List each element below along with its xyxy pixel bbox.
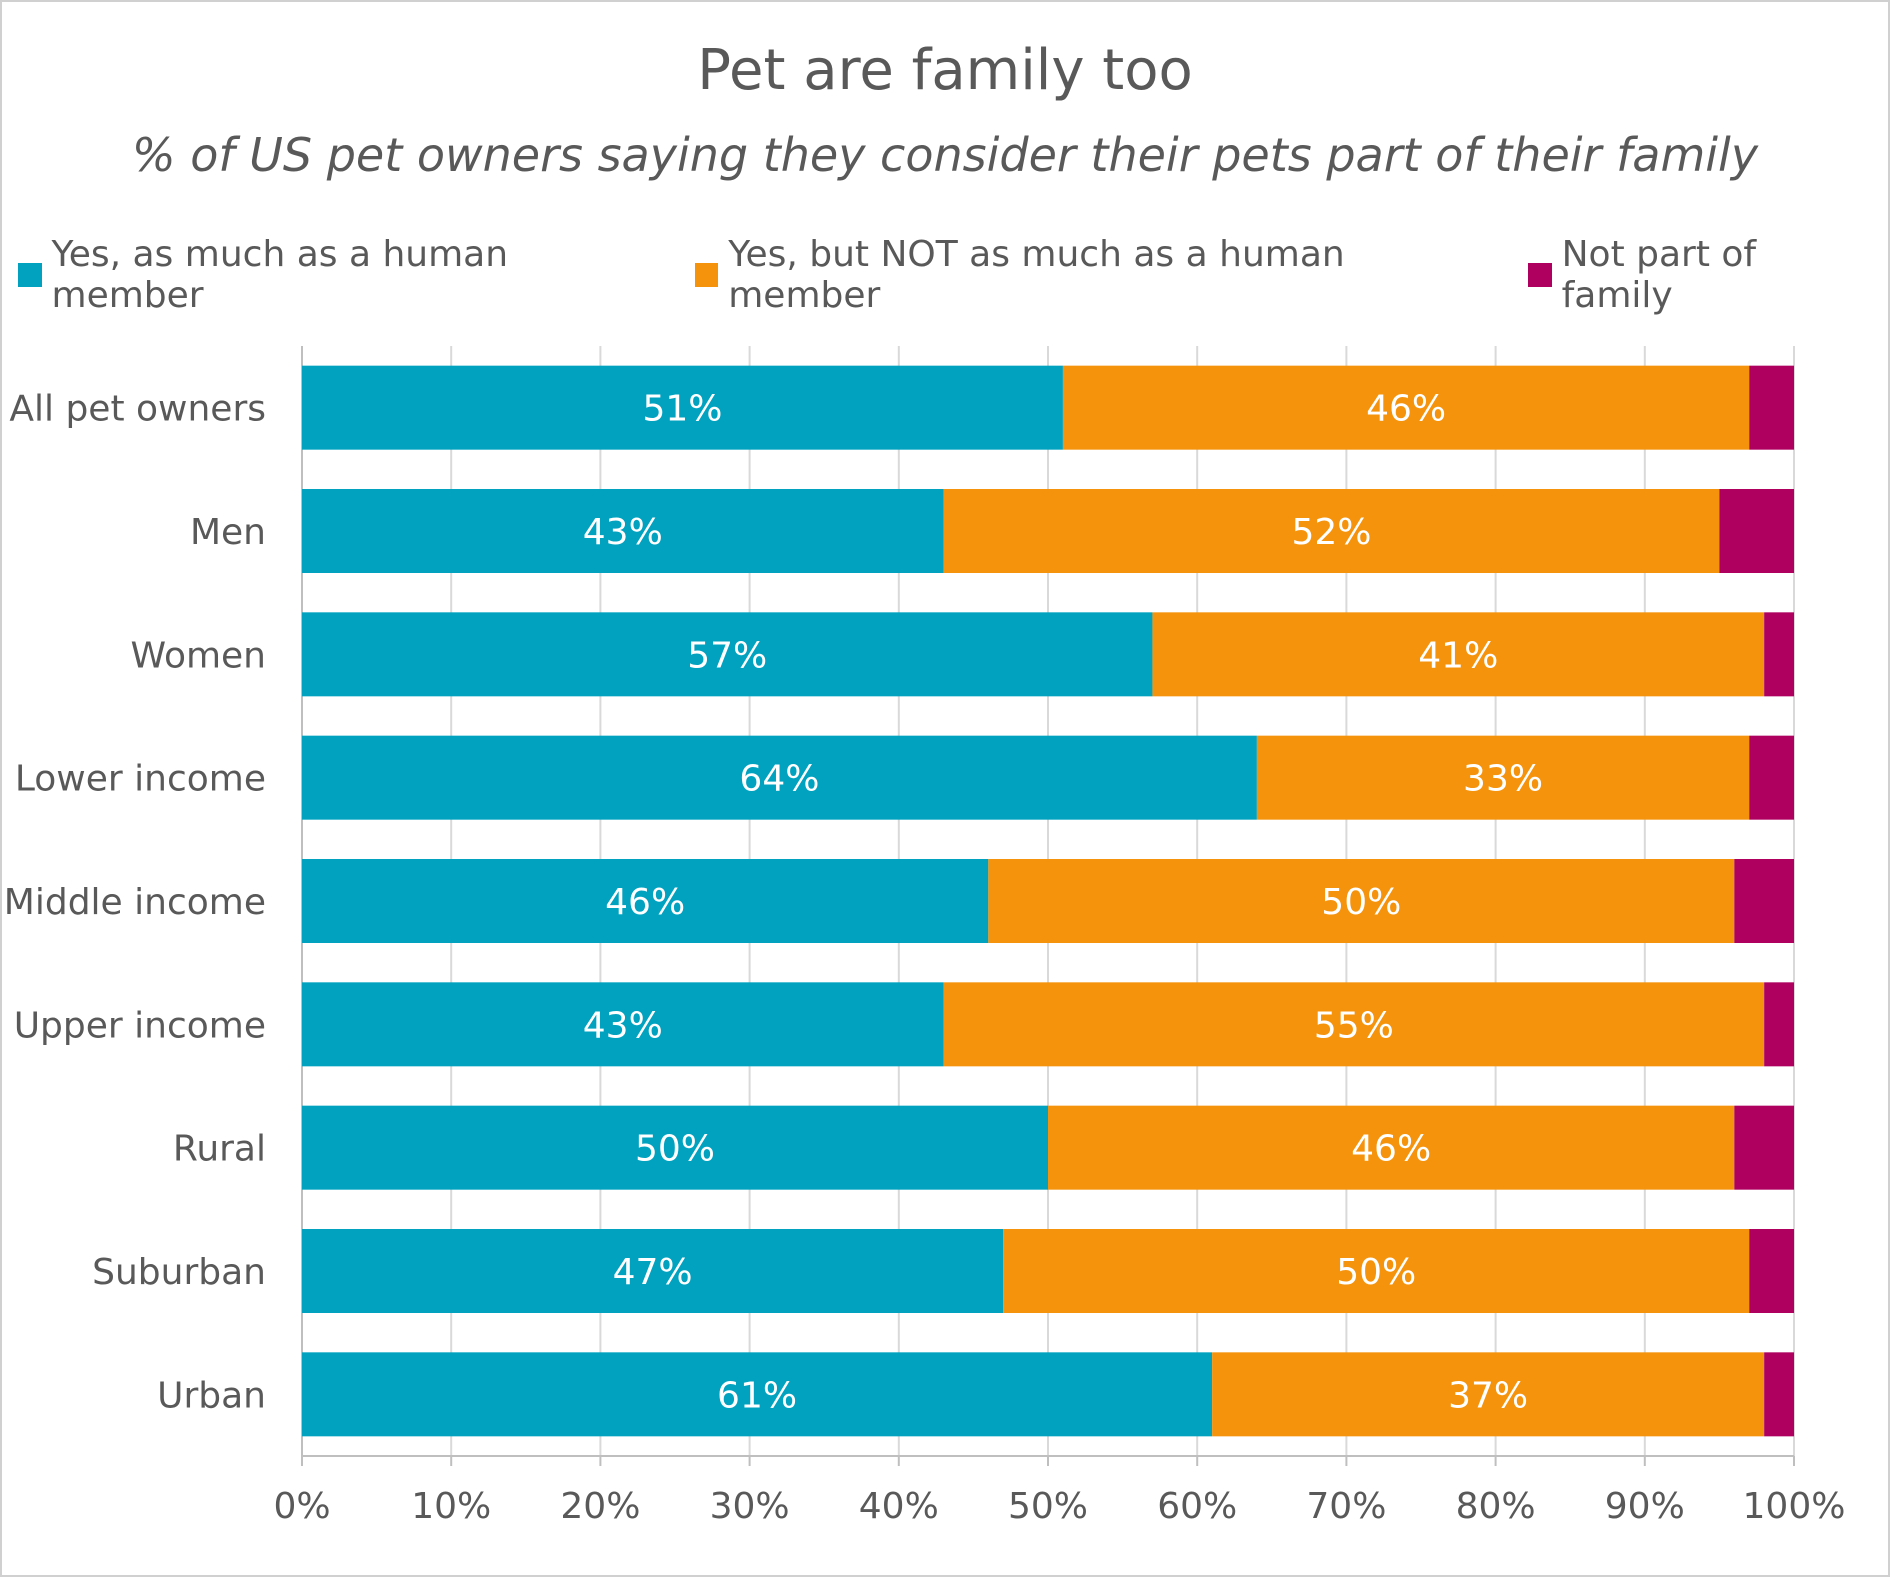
bar-segment <box>302 1229 1004 1313</box>
bar-segment <box>1212 1352 1765 1437</box>
bar-segment <box>302 859 989 943</box>
x-tick-label: 0% <box>273 1486 330 1527</box>
bar-segment <box>1734 1105 1794 1190</box>
bar-segment <box>1048 1105 1735 1190</box>
data-label: 46% <box>1351 1129 1431 1170</box>
legend-item-yes-equal: Yes, as much as a human member <box>18 234 659 316</box>
data-label: 55% <box>1314 1005 1394 1046</box>
x-tick-label: 100% <box>1743 1486 1846 1527</box>
bar-segment <box>302 612 1153 697</box>
data-label: 64% <box>739 759 819 800</box>
legend-item-yes-less: Yes, but NOT as much as a human member <box>694 234 1492 316</box>
data-label: 37% <box>1448 1375 1528 1416</box>
legend-label-not-family: Not part of family <box>1561 234 1757 316</box>
data-label: 57% <box>687 635 767 676</box>
x-tick-label: 10% <box>411 1486 491 1527</box>
data-label: 33% <box>1463 759 1543 800</box>
data-label: 51% <box>642 389 722 430</box>
bar-segment <box>1764 1352 1794 1437</box>
legend-swatch-not-family <box>1528 263 1552 287</box>
x-tick-label: 40% <box>859 1486 939 1527</box>
bar-segment <box>302 735 1257 820</box>
bar-segment <box>1719 489 1794 573</box>
x-tick-label: 50% <box>1008 1486 1088 1527</box>
data-label: 47% <box>613 1252 693 1293</box>
x-tick-label: 60% <box>1157 1486 1237 1527</box>
bar-segment <box>1003 1229 1750 1313</box>
category-label: Lower income <box>15 759 266 800</box>
category-label: Urban <box>157 1375 266 1416</box>
x-tick-label: 80% <box>1456 1486 1536 1527</box>
category-label: Men <box>190 512 266 553</box>
bar-segment <box>302 982 944 1067</box>
data-label: 43% <box>583 1005 663 1046</box>
category-label: All pet owners <box>9 389 266 430</box>
x-tick-label: 30% <box>710 1486 790 1527</box>
bar-segment <box>1764 982 1794 1067</box>
legend-label-yes-equal: Yes, as much as a human member <box>51 234 509 316</box>
bar-segment <box>943 982 1765 1067</box>
category-label: Upper income <box>14 1005 266 1046</box>
bar-segment <box>1256 735 1750 820</box>
chart-legend: Yes, as much as a human member Yes, but … <box>0 234 1890 316</box>
legend-swatch-yes-equal <box>18 263 42 287</box>
bar-segment <box>302 365 1063 450</box>
bar-segment <box>302 489 944 573</box>
bar-segment <box>302 1105 1048 1190</box>
chart-subtitle: % of US pet owners saying they consider … <box>131 128 1759 182</box>
legend-label-yes-less: Yes, but NOT as much as a human member <box>728 234 1345 316</box>
bar-segment <box>1749 365 1794 450</box>
category-label: Middle income <box>4 882 266 923</box>
data-label: 50% <box>635 1129 715 1170</box>
legend-item-not-family: Not part of family <box>1528 234 1872 316</box>
bar-segment <box>943 489 1720 573</box>
bar-segment <box>1764 612 1794 697</box>
bar-segment <box>1152 612 1765 697</box>
chart-title: Pet are family too <box>697 38 1193 103</box>
x-tick-label: 90% <box>1605 1486 1685 1527</box>
data-label: 50% <box>1336 1252 1416 1293</box>
bar-segment <box>1062 365 1750 450</box>
bar-segment <box>1734 859 1794 943</box>
bar-segment <box>1749 1229 1794 1313</box>
data-label: 46% <box>605 882 685 923</box>
data-label: 50% <box>1321 882 1401 923</box>
bar-segment <box>1749 735 1794 820</box>
data-label: 41% <box>1418 635 1498 676</box>
category-label: Women <box>130 635 266 676</box>
bar-segment <box>302 1352 1213 1437</box>
legend-swatch-yes-less <box>694 263 719 287</box>
data-label: 61% <box>717 1375 797 1416</box>
category-label: Suburban <box>92 1252 266 1293</box>
bar-segment <box>988 859 1735 943</box>
data-label: 43% <box>583 512 663 553</box>
x-tick-label: 70% <box>1306 1486 1386 1527</box>
x-tick-label: 20% <box>560 1486 640 1527</box>
category-label: Rural <box>173 1129 266 1170</box>
data-label: 46% <box>1366 389 1446 430</box>
data-label: 52% <box>1291 512 1371 553</box>
